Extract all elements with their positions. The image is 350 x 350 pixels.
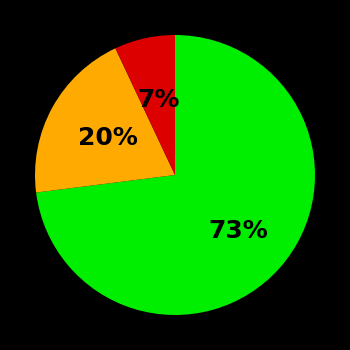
Text: 73%: 73%: [208, 218, 268, 243]
Wedge shape: [35, 48, 175, 193]
Wedge shape: [116, 35, 175, 175]
Text: 20%: 20%: [78, 126, 138, 150]
Wedge shape: [36, 35, 315, 315]
Text: 7%: 7%: [137, 88, 180, 112]
